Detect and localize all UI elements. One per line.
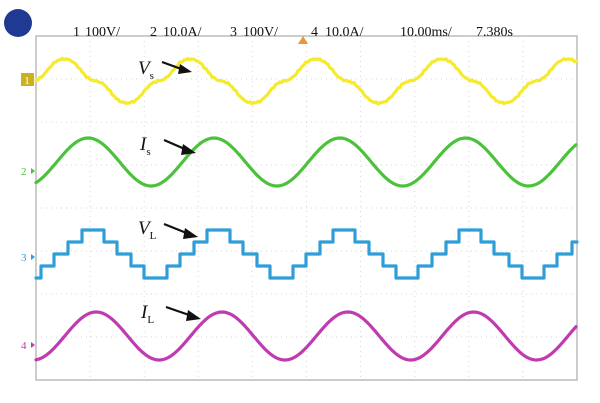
series-vl-trace	[34, 228, 579, 280]
trigger-position: 7.380s	[476, 25, 513, 40]
svg-text:1: 1	[24, 75, 30, 87]
svg-text:4: 4	[21, 340, 27, 352]
trigger-marker	[298, 36, 308, 44]
ch4-marker[interactable]: 4	[21, 340, 35, 352]
svg-text:VL: VL	[138, 218, 157, 242]
ch1-scale: 100V/	[85, 25, 120, 40]
svg-text:2: 2	[21, 166, 27, 178]
ch2-marker[interactable]: 2	[21, 166, 35, 178]
annotation-vs: Vs	[138, 58, 192, 82]
annotation-il: IL	[140, 302, 201, 326]
ch3-scale: 100V/	[243, 25, 278, 40]
series-il-trace	[34, 310, 578, 362]
timebase: 10.00ms/	[400, 25, 452, 40]
ch4-scale: 10.0A/	[325, 25, 364, 40]
svg-text:Vs: Vs	[138, 58, 154, 82]
svg-text:3: 3	[21, 252, 27, 264]
ch4-number: 4	[311, 25, 318, 40]
series-vs-trace	[34, 56, 578, 106]
ch3-marker[interactable]: 3	[21, 252, 35, 264]
ch2-number: 2	[150, 25, 157, 40]
grid	[36, 36, 577, 380]
annotation-vl: VL	[138, 218, 198, 242]
ch1-marker[interactable]: 1	[21, 73, 34, 87]
svg-text:IL: IL	[140, 302, 154, 326]
ch3-number: 3	[230, 25, 237, 40]
svg-text:Is: Is	[139, 134, 151, 158]
run-indicator	[4, 9, 32, 37]
ch1-number: 1	[73, 25, 80, 40]
annotation-is: Is	[139, 134, 196, 158]
series-is-trace	[34, 136, 578, 188]
ch2-scale: 10.0A/	[163, 25, 202, 40]
